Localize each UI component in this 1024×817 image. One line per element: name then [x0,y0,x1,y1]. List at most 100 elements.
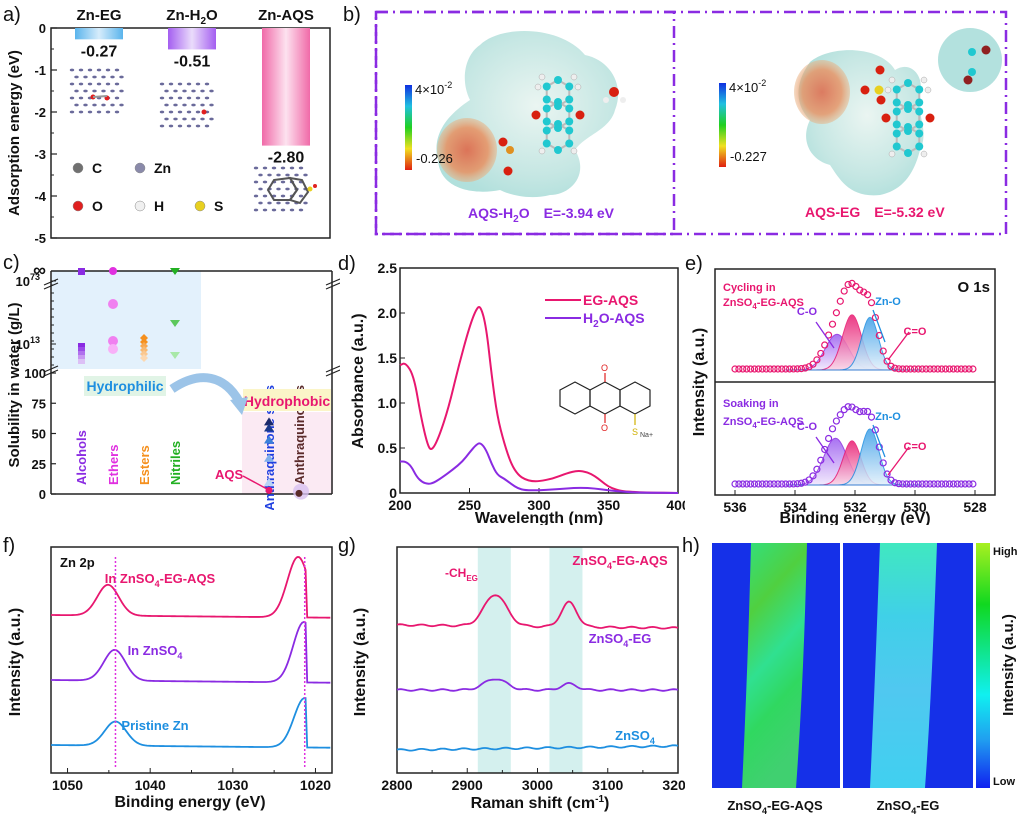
peak-annotation-arrow [887,331,910,361]
c-atom [904,79,912,87]
data-point [754,365,763,373]
c-atom [915,129,924,138]
peak-annotation-arrow [887,446,910,476]
series-label: In ZnSO4-EG-AQS [105,571,216,589]
zn-atom [168,110,174,114]
hydrophobic-label-bg [243,389,331,411]
panel-b-frame [374,10,1008,236]
zn-atom [92,103,97,107]
category-label-nitriles: Nitriles [168,441,183,485]
zn-atom [164,89,169,93]
legend-atom-h-icon [134,200,146,212]
data-point [731,480,739,488]
h-atom [888,150,896,158]
zn-atom [69,96,75,100]
esp-colorbar-right [719,83,726,167]
zn-atom [78,96,84,100]
data-point [910,365,918,373]
c-atom [904,101,912,109]
f-xtick-label: 1050 [52,777,83,793]
d-xtick-label: 250 [458,497,482,513]
peak-annotation-arrow [872,309,886,343]
data-point [821,341,829,349]
zn-atom [87,82,93,86]
zn-atom [200,117,205,121]
zn-atom [280,194,286,198]
c-atom [915,120,924,129]
series-line-h2o-aqs [399,442,679,494]
zn-atom [74,89,79,93]
point-anthraquinone-salt [264,453,274,462]
data-point [864,407,872,416]
eg-bond [92,95,108,98]
panel-e-title: O 1s [957,279,990,296]
data-point [762,480,770,488]
data-point [789,365,798,373]
data-point [828,320,837,328]
data-point [856,408,864,416]
hydrophilic-label-bg [84,376,166,396]
d-xtick-label: 350 [597,497,621,513]
panel-g-ylabel: Intensity (a.u.) [352,608,369,716]
zn-atom [168,82,174,86]
data-point [746,365,755,373]
zn-atom [78,68,84,72]
panel-label-c: c) [3,252,20,274]
zn-atom [285,173,290,177]
panel-f-ylabel: Intensity (a.u.) [7,608,24,716]
peak-annotation-c-o: C-O [797,421,818,433]
zn-atom [209,117,214,121]
so3-o-atom [875,65,885,75]
zn-atom [200,89,205,93]
c-atom [892,107,901,116]
zn-atom [101,89,106,93]
label-sub: 4 [155,579,160,589]
c-ytick-label: 50 [32,427,46,442]
c-atom [915,85,924,94]
data-point [774,480,782,488]
label-tail: -EG-AQS [160,571,216,586]
zn-atom [83,75,88,79]
water-o-atom [609,87,619,97]
legend-atom-label: Zn [154,160,171,176]
zn-atom [204,82,210,86]
zn-atom [177,124,183,128]
d-ytick-label: 1.5 [378,350,398,366]
data-point [930,365,938,373]
zn-atom [114,68,120,72]
category-label: Zn-H2O [166,7,218,27]
zn-atom [69,68,75,72]
category-label-alcohols: Alcohols [74,430,89,485]
legend-atom-zn-icon [134,162,146,174]
data-point [879,459,887,467]
g-xtick-label: 2800 [381,777,412,793]
g-xtick-label: 2900 [452,777,483,793]
highlight-band [549,547,583,773]
h-atom [538,73,546,81]
legend-atom-o-icon [72,200,84,212]
panel-e-xlabel: Binding energy (eV) [779,510,930,525]
data-point [750,480,759,488]
peak-annotation-zn-o: Zn-O [875,411,901,423]
zn-h2o-lattice [159,82,214,128]
water-h-atom [620,97,626,103]
data-point [739,480,747,488]
water-h-atom [603,97,609,103]
data-point [750,365,759,373]
zn-atom [96,68,102,72]
o-atom [881,113,891,123]
zn-atom [105,82,111,86]
heatmap-colorbar [976,543,990,788]
legend-atom-c-icon [72,162,84,174]
zn-atom [262,208,268,212]
panel-a-ylabel: Adsorption energy (eV) [6,50,23,216]
data-point [922,480,930,488]
data-point [945,480,954,488]
data-point [887,362,895,370]
zn-atom [195,96,201,100]
c-atom [565,117,574,126]
so3-o-atom [498,137,508,147]
h-atom [570,73,578,81]
zn-atom [191,117,196,121]
